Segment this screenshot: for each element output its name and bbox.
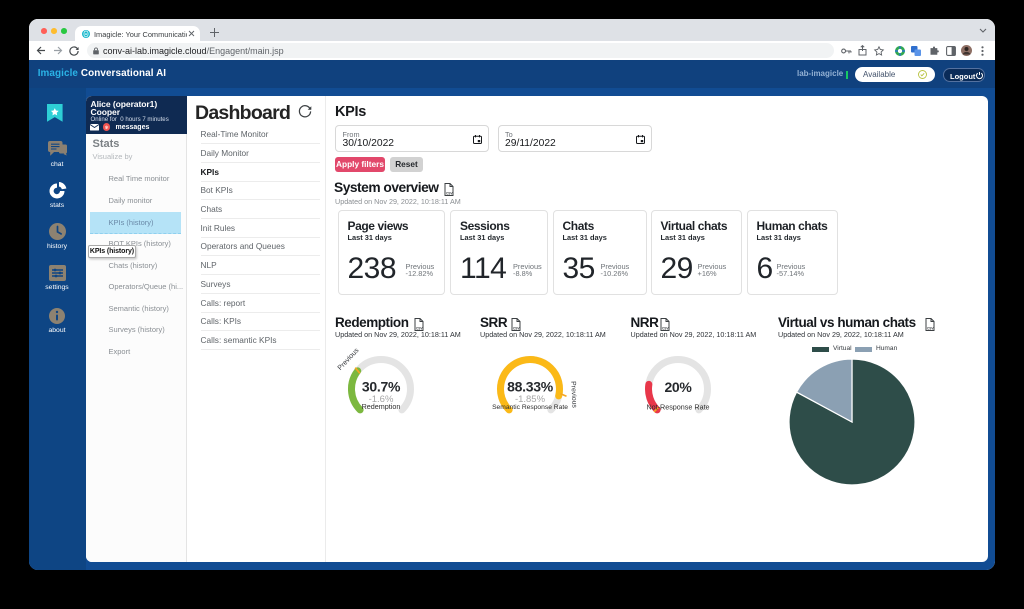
svg-text:CSV: CSV [927, 326, 934, 330]
svg-text:CSV: CSV [416, 326, 423, 330]
svg-text:Semantic Response Rate: Semantic Response Rate [492, 404, 568, 411]
svg-text:Redemption: Redemption [361, 402, 400, 411]
svg-text:88.33%: 88.33% [507, 379, 554, 395]
svg-text:30.7%: 30.7% [361, 378, 400, 394]
svg-text:20%: 20% [664, 379, 692, 395]
svg-text:Not-Response Rate: Not-Response Rate [646, 403, 709, 412]
svg-text:CSV: CSV [446, 192, 453, 196]
svg-text:CSV: CSV [662, 326, 669, 330]
svg-text:-1.6%: -1.6% [368, 394, 393, 405]
svg-text:-1.85%: -1.85% [515, 394, 546, 405]
svg-text:CSV: CSV [513, 326, 520, 330]
